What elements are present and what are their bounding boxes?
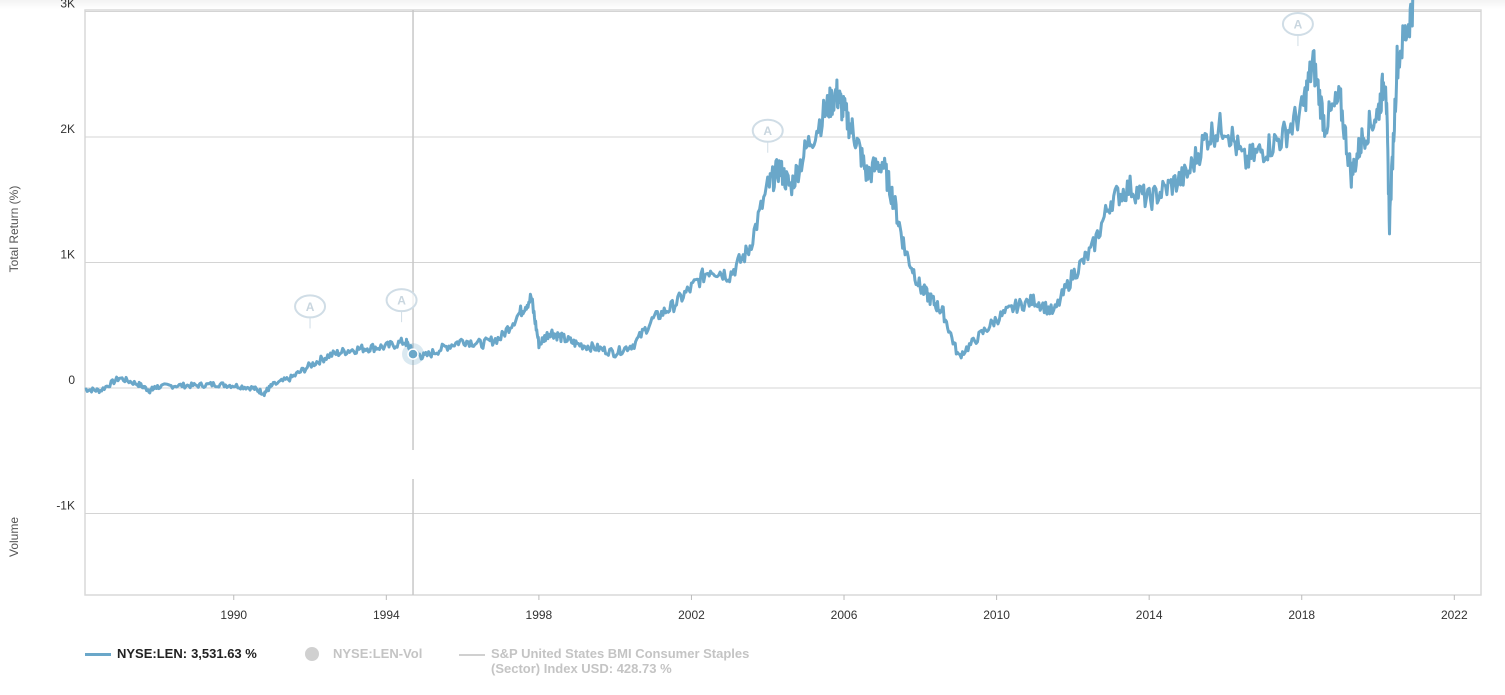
annotation-marker[interactable] [385,288,418,313]
hover-point[interactable] [407,348,419,360]
annotation-label: A [306,300,315,314]
legend-index-name: S&P United States BMI Consumer Staples (… [491,646,750,676]
x-tick-label: 2002 [678,608,705,622]
y-tick-label: 0 [68,373,75,387]
legend-item-index[interactable]: S&P United States BMI Consumer Staples (… [459,646,779,676]
annotation-label: A [397,294,406,308]
volume-axis-label: Volume [7,516,21,558]
x-tick-label: 2022 [1441,608,1468,622]
gridlines [85,11,1481,514]
y-tick-label: -1K [56,499,75,513]
annotation-marker[interactable] [1281,12,1314,37]
annotation-marker[interactable] [751,118,784,143]
legend-volume-label: NYSE:LEN-Vol [333,646,423,661]
x-tick-label: 2010 [983,608,1010,622]
x-tick-label: 2006 [831,608,858,622]
x-tick-label: 1998 [526,608,553,622]
y-tick-label: 2K [60,122,75,136]
top-shadow-bar [0,0,1505,9]
annotation-markers: A A A A [294,12,1314,329]
y-axis-ticks: 5K4K3K2K1K0-1K [56,0,75,513]
legend-len-value: 3,531.63 % [191,646,257,661]
annotation-marker[interactable] [294,294,327,319]
x-tick-label: 1994 [373,608,400,622]
legend-line-icon [459,654,485,656]
x-tick-label: 2014 [1136,608,1163,622]
len-series-line[interactable] [84,0,1477,398]
x-tick-label: 2018 [1288,608,1315,622]
legend-line-icon [85,653,111,656]
plot-frame [84,9,1482,596]
y-tick-label: 3K [60,0,75,11]
annotation-label: A [763,124,772,138]
y-tick-label: 1K [60,248,75,262]
x-axis-ticks: 1990 1994 1998 2002 2006 2010 2014 2018 2022 [220,595,1468,622]
y-axis-label: Total Return (%) [7,185,21,273]
legend-item-len[interactable]: NYSE:LEN: 3,531.63 % [85,646,257,661]
x-tick-label: 1990 [220,608,247,622]
legend-index-value: 428.73 % [616,661,672,676]
legend-item-volume[interactable]: NYSE:LEN-Vol [305,646,422,661]
annotation-label: A [1294,18,1303,32]
legend-dot-icon [305,647,319,661]
legend-len-label: NYSE:LEN: [117,646,188,661]
legend-index-label: S&P United States BMI Consumer Staples (… [491,646,761,676]
